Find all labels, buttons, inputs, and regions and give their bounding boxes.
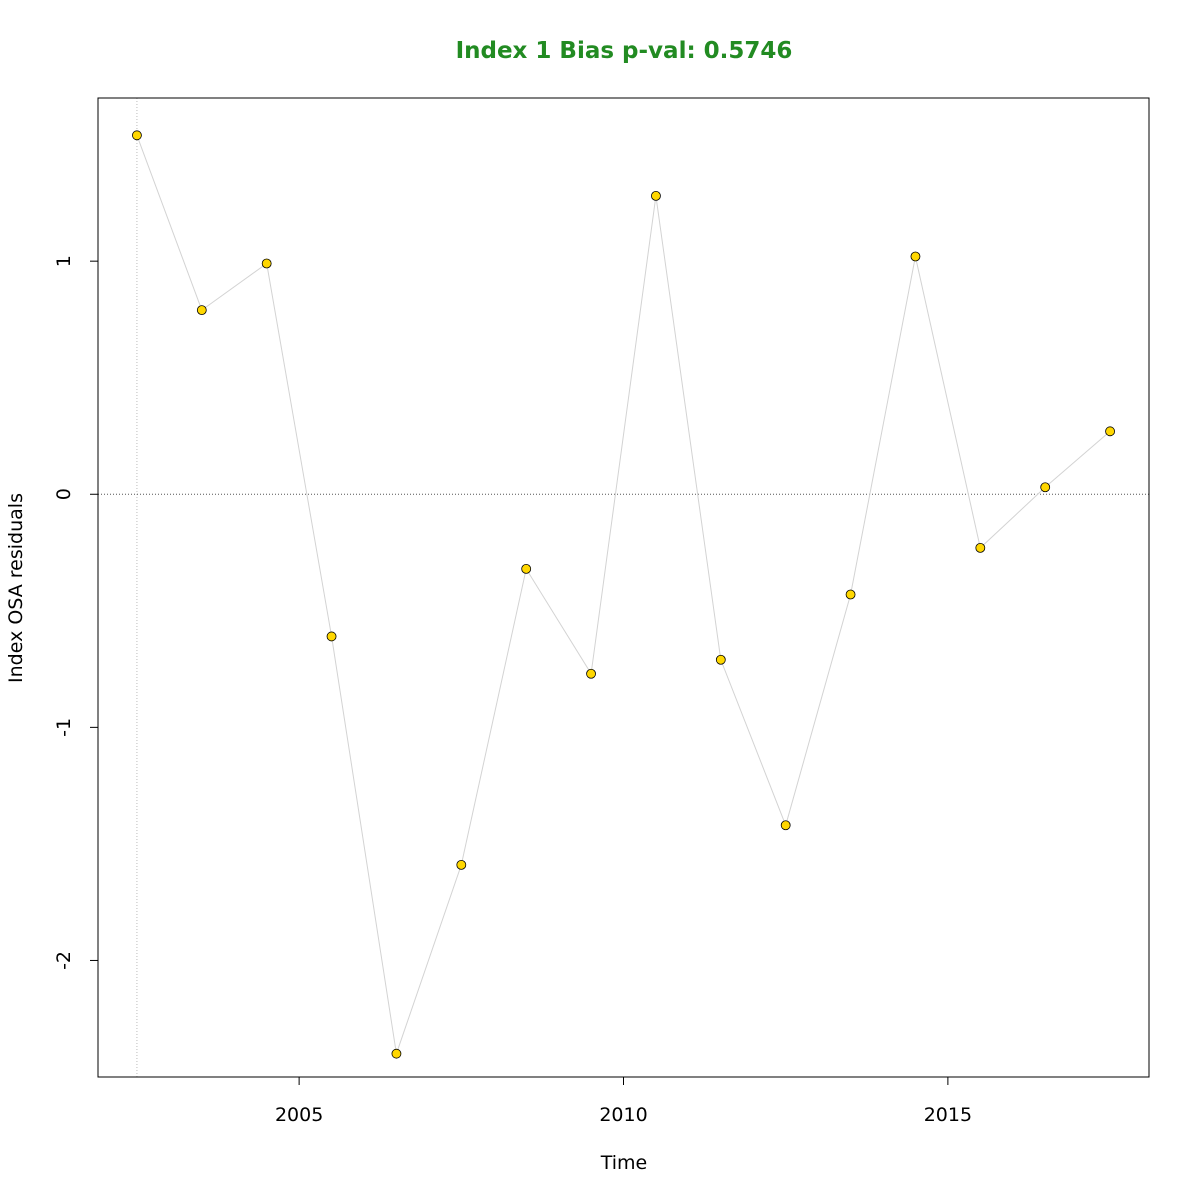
data-point [456, 859, 467, 870]
data-point [391, 1048, 402, 1059]
y-tick-label: 0 [53, 488, 75, 500]
y-axis-label: Index OSA residuals [5, 493, 27, 683]
y-tick-label: 1 [53, 255, 75, 267]
data-point [521, 563, 532, 574]
x-axis-label: Time [600, 1152, 648, 1174]
x-tick-label: 2005 [275, 1104, 323, 1126]
axes: 2005 2010 2015 -2 -1 0 1 [53, 255, 972, 1126]
data-point [715, 654, 726, 665]
data-point [845, 589, 856, 600]
data-point [1040, 482, 1051, 493]
data-point [261, 258, 272, 269]
data-point [910, 251, 921, 262]
data-point [780, 820, 791, 831]
series-line [136, 135, 1111, 1054]
y-tick-label: -1 [53, 718, 75, 737]
data-point [132, 130, 142, 141]
data-point [586, 668, 596, 679]
data-point [651, 190, 661, 201]
data-point [1105, 426, 1115, 437]
data-point [975, 542, 986, 553]
x-tick-label: 2010 [599, 1104, 647, 1126]
plot-area [98, 98, 1149, 1077]
y-tick-label: -2 [53, 951, 75, 970]
chart-title: Index 1 Bias p-val: 0.5746 [456, 38, 793, 64]
plot-frame [97, 97, 1150, 1078]
data-point [196, 305, 207, 316]
data-point [326, 631, 337, 642]
x-tick-label: 2015 [924, 1104, 972, 1126]
